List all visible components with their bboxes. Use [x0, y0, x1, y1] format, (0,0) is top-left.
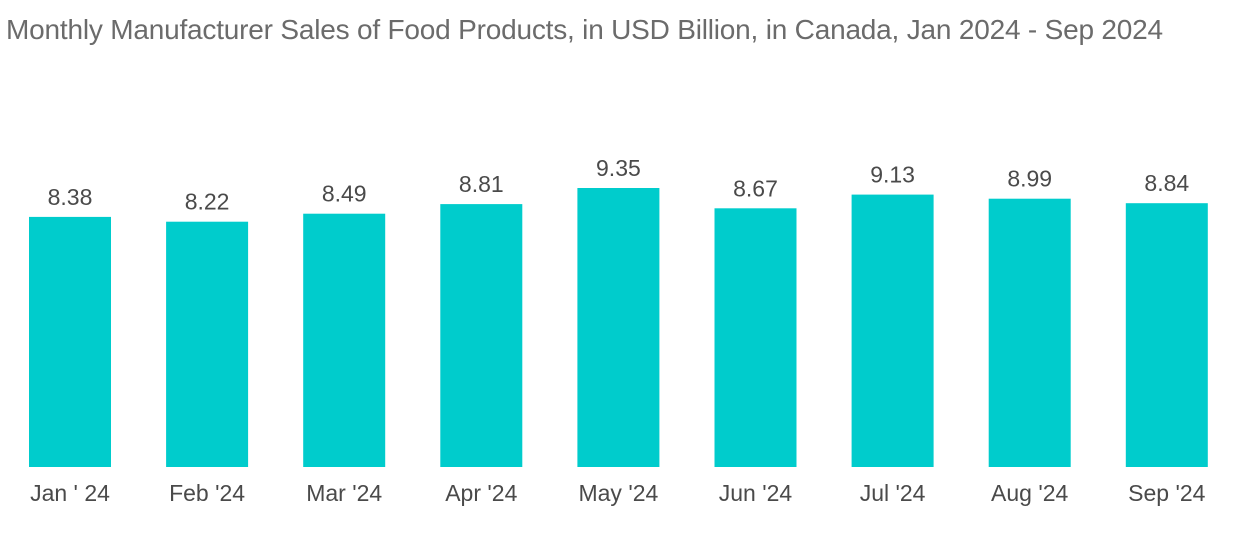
x-tick-label: Apr '24	[445, 480, 517, 506]
bar	[440, 204, 523, 467]
x-tick-label: Jan ' 24	[30, 480, 110, 506]
x-axis-tick-labels: Jan ' 24 Feb '24 Mar '24 Apr '24 May '24 Jun …	[30, 480, 1206, 506]
bar	[29, 216, 111, 467]
x-tick-label: Jun '24	[719, 480, 793, 506]
bar-value-label: 8.49	[322, 181, 367, 207]
bar-value-label: 8.22	[185, 189, 230, 215]
bar-value-label: 8.84	[1144, 170, 1189, 196]
x-tick-label: Jul '24	[860, 480, 926, 506]
bar-value-label: 8.99	[1007, 166, 1052, 192]
bar	[1125, 203, 1208, 467]
bars-layer	[29, 188, 1208, 468]
bar	[166, 221, 249, 467]
x-tick-label: Sep '24	[1128, 480, 1205, 506]
bar	[851, 194, 934, 467]
bar-value-label: 9.13	[870, 162, 915, 188]
bar	[577, 188, 660, 467]
bar	[303, 213, 386, 467]
x-tick-label: Aug '24	[991, 480, 1068, 506]
bar-value-label: 8.38	[48, 184, 93, 210]
x-tick-label: Feb '24	[169, 480, 245, 506]
bar-value-label: 9.35	[596, 155, 641, 181]
bar	[988, 198, 1071, 467]
chart-title: Monthly Manufacturer Sales of Food Produ…	[6, 14, 1163, 45]
x-tick-label: May '24	[578, 480, 658, 506]
bar-value-label: 8.67	[733, 175, 778, 201]
bar-value-label: 8.81	[459, 171, 504, 197]
x-tick-label: Mar '24	[306, 480, 382, 506]
bar	[714, 208, 797, 468]
value-labels-layer: 8.38 8.22 8.49 8.81 9.35 8.67 9.13 8.99 8.84	[48, 155, 1190, 215]
